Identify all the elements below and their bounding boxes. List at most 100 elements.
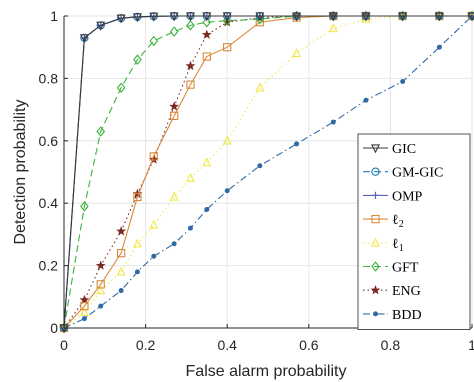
legend-item: ℓ1 — [363, 237, 404, 254]
data-point — [116, 226, 127, 236]
data-point — [223, 43, 232, 52]
data-point — [330, 119, 336, 125]
data-point — [222, 135, 232, 145]
data-point — [434, 12, 444, 22]
data-point — [80, 302, 89, 311]
data-point — [133, 192, 142, 202]
data-point — [222, 12, 232, 22]
data-point — [133, 54, 142, 65]
data-point — [151, 253, 157, 259]
data-point — [95, 260, 106, 270]
legend-item: OMP — [363, 189, 423, 204]
data-point — [116, 266, 126, 276]
data-point — [149, 152, 158, 161]
data-point — [328, 23, 338, 33]
legend-box — [357, 133, 471, 331]
data-point — [257, 163, 263, 169]
legend-item: ℓ2 — [363, 213, 404, 230]
data-point — [116, 14, 126, 24]
legend-marker — [371, 144, 380, 154]
legend-item: GM-GIC — [363, 166, 443, 181]
y-tick-label: 0.4 — [39, 195, 59, 211]
data-point — [328, 12, 338, 22]
data-point — [202, 12, 212, 22]
data-point — [186, 20, 195, 31]
series-line — [63, 15, 473, 329]
legend-label: GIC — [392, 142, 416, 157]
data-point — [169, 101, 180, 111]
data-point — [187, 225, 193, 231]
series-line — [63, 15, 472, 329]
x-tick-label: 1 — [468, 337, 474, 353]
data-point — [170, 111, 179, 120]
legend-label: BDD — [392, 308, 422, 323]
data-point — [255, 13, 265, 25]
legend-marker — [370, 285, 381, 295]
data-point — [116, 248, 126, 258]
legend-label: ℓ1 — [392, 237, 404, 254]
y-tick-label: 0 — [50, 320, 58, 336]
data-point — [292, 48, 302, 58]
legend-label: GM-GIC — [392, 166, 443, 181]
legend-label: OMP — [392, 189, 423, 204]
legend-label: ℓ2 — [392, 213, 404, 230]
x-tick-label: 0.2 — [136, 337, 156, 353]
legend-marker — [371, 167, 380, 176]
legend-item: ENG — [363, 284, 421, 299]
legend: GIC GM-GIC OMP ℓ2 ℓ1 GFT ENG BDD — [357, 133, 471, 331]
data-point — [292, 12, 302, 22]
data-point — [169, 26, 179, 37]
data-point — [204, 206, 210, 212]
series-layer — [59, 10, 474, 334]
legend-marker — [371, 214, 380, 224]
data-point — [294, 141, 300, 147]
legend-label: GFT — [392, 261, 419, 276]
data-point — [169, 191, 179, 201]
data-point — [79, 294, 90, 305]
legend-marker — [371, 191, 380, 199]
x-tick-label: 0.8 — [381, 337, 401, 353]
data-point — [436, 44, 442, 50]
data-point — [96, 285, 106, 295]
data-point — [96, 126, 106, 137]
data-point — [134, 269, 140, 275]
data-point — [118, 288, 124, 294]
data-point — [80, 201, 89, 212]
tick-labels: 0 0.2 0.4 0.6 0.8 1 0 0.2 0.4 0.6 0.8 1 — [39, 8, 474, 353]
legend-label-subscript: 1 — [399, 243, 404, 254]
legend-item: BDD — [363, 308, 422, 323]
y-tick-label: 0.6 — [39, 133, 59, 149]
data-point — [96, 21, 106, 31]
data-point — [255, 12, 265, 22]
legend-marker — [371, 237, 380, 247]
series-line — [63, 15, 472, 329]
data-point — [149, 35, 159, 47]
series-GIC — [59, 12, 474, 334]
data-point — [185, 60, 196, 71]
x-tick-label: 0.6 — [299, 337, 319, 353]
x-tick-label: 0.4 — [217, 337, 237, 353]
data-point — [149, 219, 159, 229]
data-point — [202, 52, 211, 61]
legend-item: GIC — [363, 142, 416, 157]
data-point — [132, 238, 142, 248]
data-point — [79, 34, 89, 44]
legend-label-subscript: 2 — [399, 219, 404, 230]
data-point — [363, 97, 369, 103]
data-point — [186, 80, 195, 89]
x-tick-label: 0 — [60, 337, 68, 353]
data-point — [96, 280, 105, 289]
data-point — [98, 303, 104, 309]
data-point — [171, 241, 177, 247]
y-tick-label: 1 — [50, 8, 58, 24]
legend-label: ENG — [392, 284, 421, 299]
data-point — [149, 12, 159, 22]
data-point — [398, 12, 408, 22]
data-point — [400, 79, 406, 85]
data-point — [202, 16, 212, 28]
x-axis-label: False alarm probability — [186, 363, 347, 380]
data-point — [81, 316, 87, 322]
legend-item: GFT — [363, 261, 419, 276]
legend-marker — [373, 311, 378, 317]
